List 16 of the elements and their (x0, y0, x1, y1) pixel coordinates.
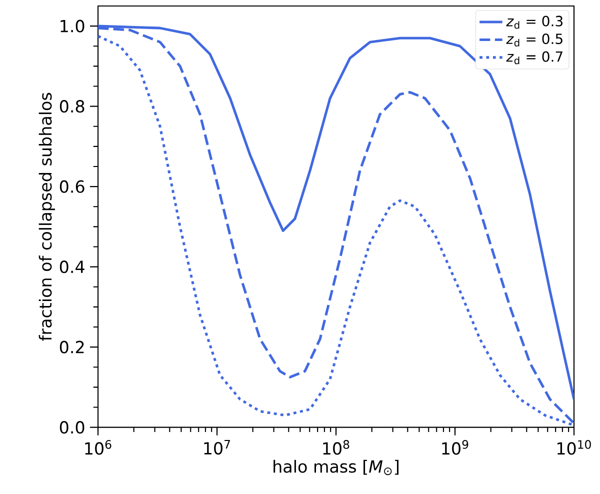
x-tick-label: 10$^{7}$ (204, 440, 230, 455)
x-tick-label: 10$^{10}$ (557, 440, 591, 455)
y-tick-label: 0.4 (60, 260, 84, 274)
x-tick-label: 10$^{9}$ (442, 440, 468, 455)
y-tick-label: 1.0 (60, 20, 84, 32)
y-tick-label: 0.6 (60, 180, 84, 193)
x-tick-label: 10$^{8}$ (323, 440, 350, 455)
legend-label: z$_{d}$ = 0.7 (506, 51, 562, 64)
x-axis-title: halo mass [M$_{⊙}$] (274, 460, 398, 476)
y-tick-label: 0.2 (60, 340, 84, 354)
x-tick-label: 10$^{6}$ (85, 440, 112, 455)
y-tick-label: 0.8 (60, 100, 84, 113)
y-axis-title: fraction of collapsed subhalos (38, 92, 55, 341)
legend-label: z$_{d}$ = 0.5 (506, 34, 562, 46)
legend-label: z$_{d}$ = 0.3 (506, 16, 562, 29)
y-tick-label: 0.0 (60, 421, 84, 434)
